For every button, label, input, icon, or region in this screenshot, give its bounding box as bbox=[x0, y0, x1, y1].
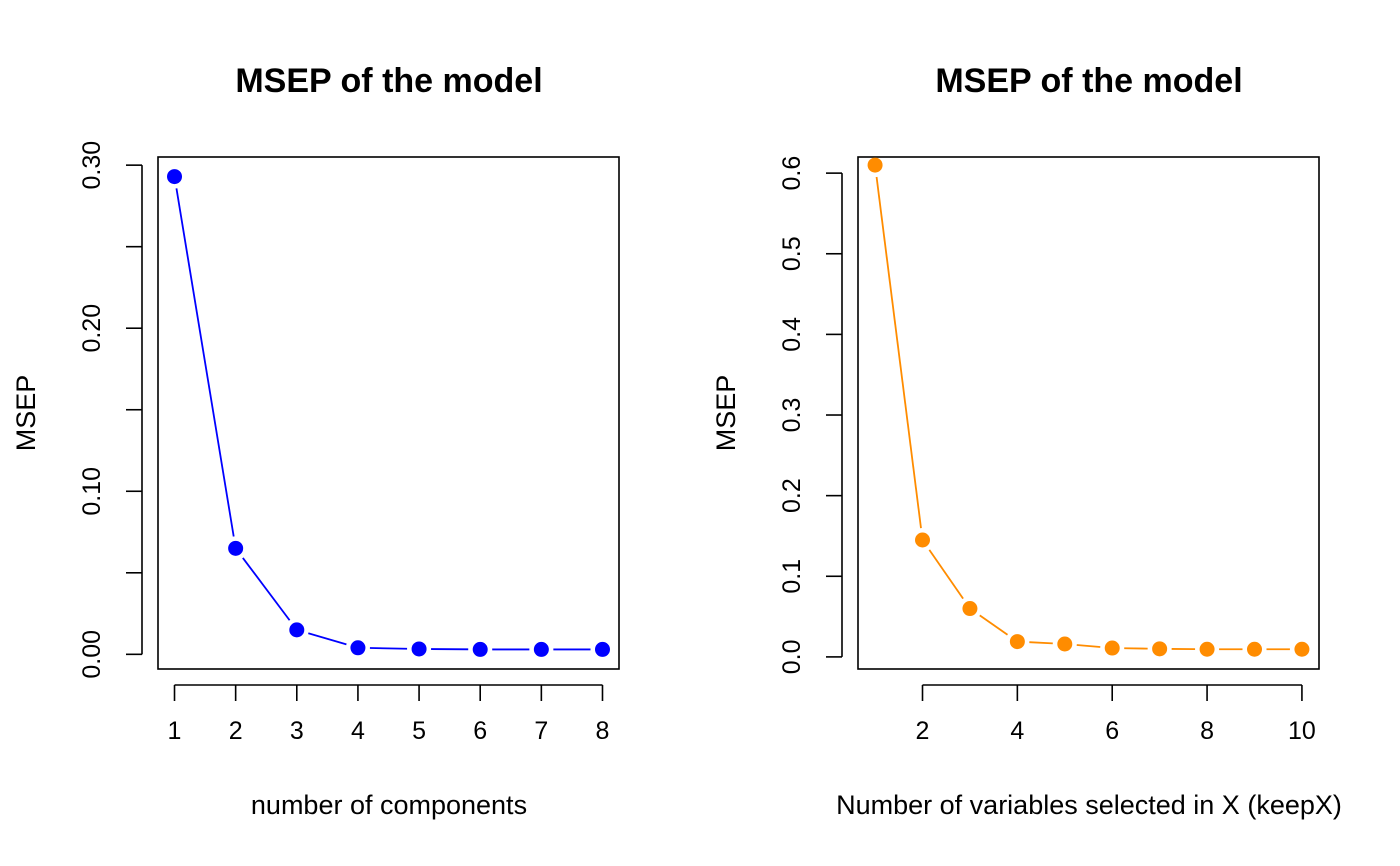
x-tick-label: 2 bbox=[916, 717, 930, 745]
data-point bbox=[350, 640, 366, 656]
chart-1-series-line bbox=[175, 188, 591, 651]
data-point bbox=[167, 169, 183, 185]
data-point bbox=[1246, 641, 1262, 657]
chart-1-y-axis-label: MSEP bbox=[11, 375, 41, 452]
chart-2-y-axis-label: MSEP bbox=[711, 375, 741, 452]
x-tick-label: 5 bbox=[412, 717, 426, 745]
x-tick-label: 8 bbox=[596, 717, 610, 745]
series-segment bbox=[1029, 641, 1053, 645]
data-point bbox=[472, 641, 488, 657]
data-point bbox=[533, 641, 549, 657]
chart-1-x-axis-label: number of components bbox=[251, 790, 527, 820]
data-point bbox=[915, 532, 931, 548]
series-segment bbox=[175, 188, 235, 537]
data-point bbox=[411, 641, 427, 657]
x-tick-label: 1 bbox=[168, 717, 182, 745]
series-segment bbox=[369, 647, 408, 650]
chart-2-x-ticks: 2 4 6 8 10 bbox=[916, 684, 1316, 745]
data-point bbox=[228, 540, 244, 556]
chart-2-series-points bbox=[867, 157, 1310, 657]
chart-2-plot-frame bbox=[857, 156, 1320, 670]
y-tick-label: 0.2 bbox=[778, 478, 806, 513]
chart-1-y-ticks: 0.00 0.10 0.20 0.30 bbox=[78, 141, 143, 679]
chart-1-series-points bbox=[167, 169, 610, 657]
y-tick-label: 0.10 bbox=[78, 467, 106, 516]
x-tick-label: 6 bbox=[473, 717, 487, 745]
data-point bbox=[289, 622, 305, 638]
data-point bbox=[1294, 641, 1310, 657]
y-tick-label: 0.00 bbox=[78, 630, 106, 679]
series-segment bbox=[1076, 644, 1101, 648]
data-point bbox=[1104, 640, 1120, 656]
series-segment bbox=[979, 614, 1009, 636]
y-tick-label: 0.0 bbox=[778, 640, 806, 675]
data-point bbox=[962, 601, 978, 617]
x-tick-label: 2 bbox=[229, 717, 243, 745]
chart-2-y-ticks: 0.0 0.1 0.2 0.3 0.4 0.5 0.6 bbox=[778, 156, 843, 675]
chart-panel-2: MSEP of the model 2 4 6 8 10 0.0 0.1 0.2 0.3 0.4… bbox=[711, 62, 1342, 820]
series-segment bbox=[875, 176, 922, 529]
data-point bbox=[867, 157, 883, 173]
chart-1-x-ticks: 1 2 3 4 5 6 7 8 bbox=[168, 684, 610, 745]
chart-1-plot-frame bbox=[157, 156, 620, 670]
data-point bbox=[594, 641, 610, 657]
y-tick-label: 0.20 bbox=[78, 304, 106, 353]
x-tick-label: 6 bbox=[1105, 717, 1119, 745]
series-segment bbox=[242, 557, 291, 621]
series-segment bbox=[308, 632, 347, 646]
chart-2-x-axis-label: Number of variables selected in X (keepX… bbox=[836, 790, 1342, 820]
series-segment bbox=[928, 549, 964, 600]
y-tick-label: 0.4 bbox=[778, 317, 806, 352]
y-tick-label: 0.5 bbox=[778, 236, 806, 271]
x-tick-label: 4 bbox=[1010, 717, 1024, 745]
data-point bbox=[1009, 634, 1025, 650]
data-point bbox=[1199, 641, 1215, 657]
x-tick-label: 10 bbox=[1288, 717, 1316, 745]
x-tick-label: 7 bbox=[534, 717, 548, 745]
chart-2-title: MSEP of the model bbox=[935, 62, 1242, 100]
y-tick-label: 0.1 bbox=[778, 559, 806, 594]
data-point bbox=[1152, 641, 1168, 657]
y-tick-label: 0.6 bbox=[778, 156, 806, 191]
x-tick-label: 3 bbox=[290, 717, 304, 745]
x-tick-label: 8 bbox=[1200, 717, 1214, 745]
chart-2-series-line bbox=[875, 176, 1290, 651]
y-tick-label: 0.30 bbox=[78, 141, 106, 190]
chart-1-title: MSEP of the model bbox=[235, 62, 542, 100]
y-tick-label: 0.3 bbox=[778, 398, 806, 433]
data-point bbox=[1057, 636, 1073, 652]
x-tick-label: 4 bbox=[351, 717, 365, 745]
